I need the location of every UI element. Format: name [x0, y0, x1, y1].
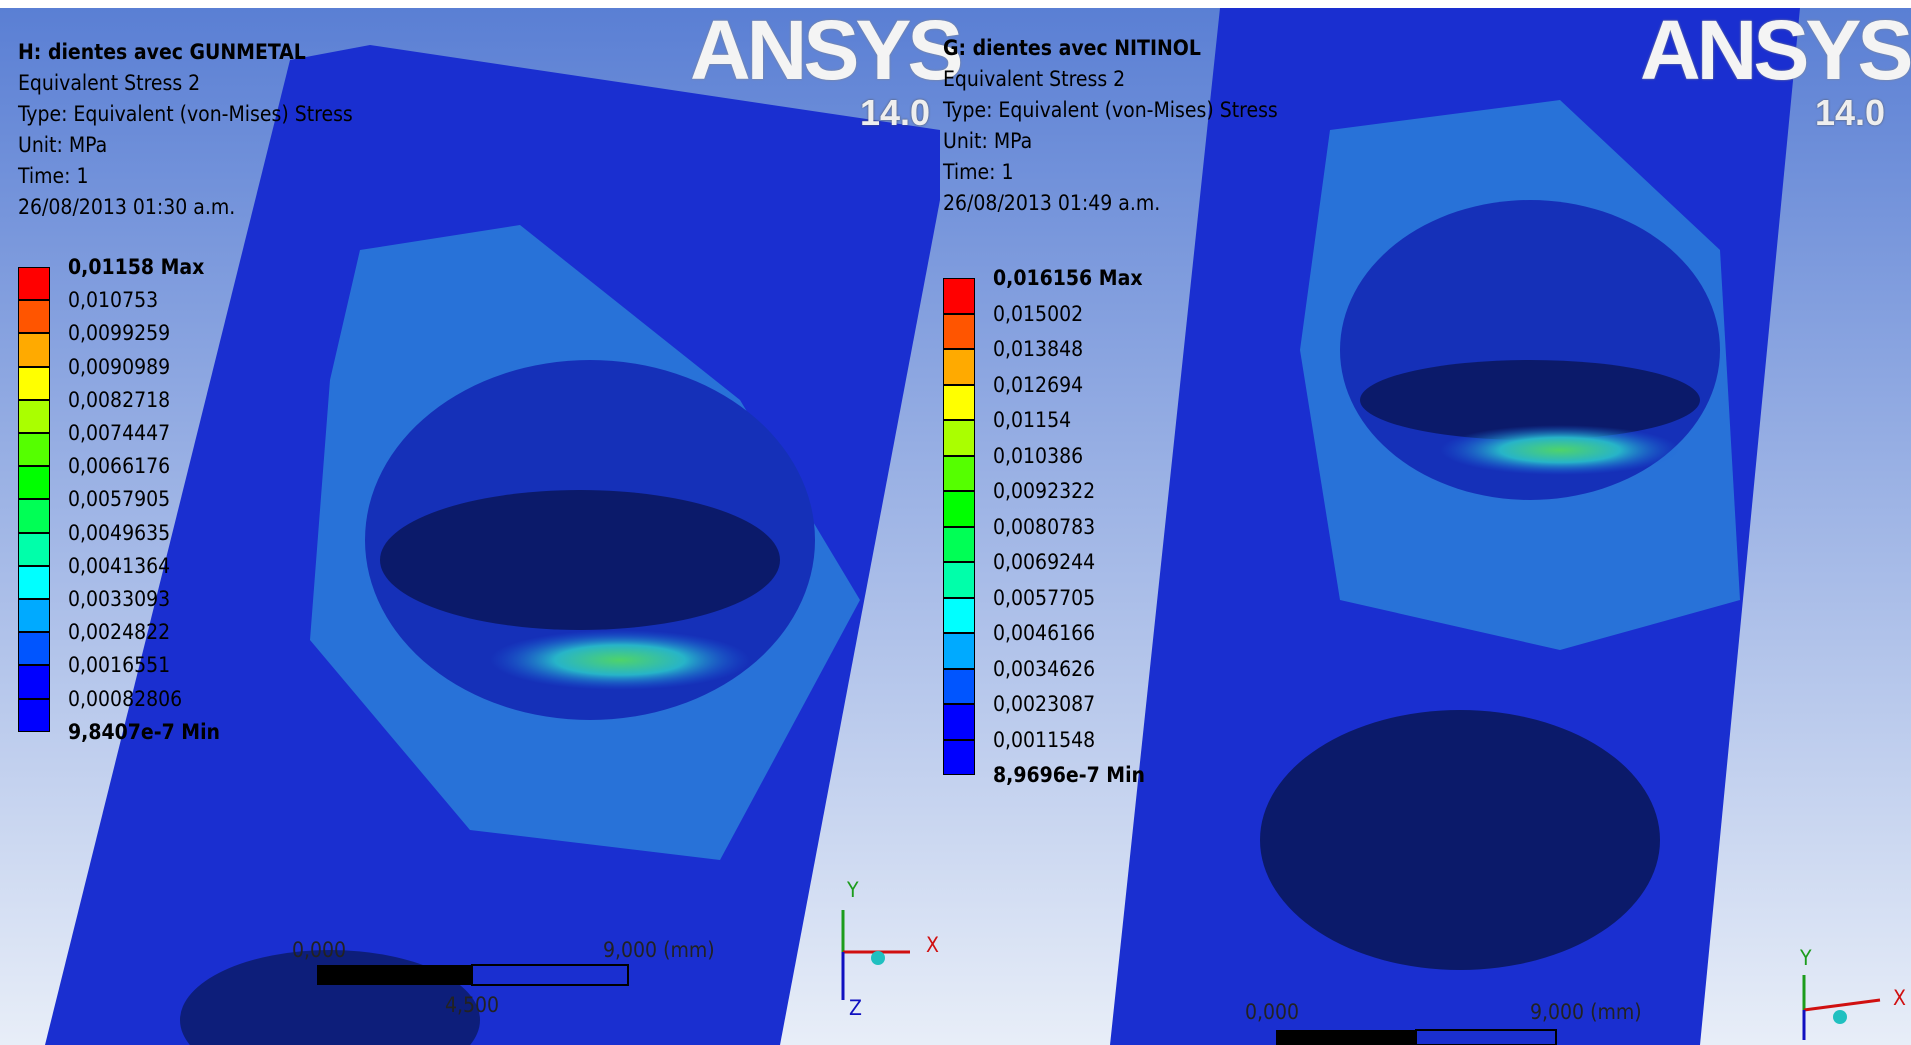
legend-label: 0,0092322: [993, 481, 1095, 502]
legend-label: 0,012694: [993, 375, 1083, 396]
result-time: Time: 1: [943, 162, 1014, 183]
legend-label: 0,00082806: [68, 689, 182, 710]
legend-label: 0,010753: [68, 290, 158, 311]
legend-swatch: [943, 562, 975, 598]
page: ANSYS Equivalent Stress {"panels":[ {"ti…: [0, 0, 1911, 1045]
legend-swatch: [943, 491, 975, 527]
legend-label: 0,01154: [993, 410, 1071, 431]
legend-swatch: [18, 665, 50, 698]
legend-swatch: [18, 533, 50, 566]
tooth-shadow: [380, 490, 780, 630]
axis-label: X: [1893, 988, 1906, 1009]
legend-label: 0,0046166: [993, 623, 1095, 644]
result-date: 26/08/2013 01:30 a.m.: [18, 197, 235, 218]
ansys-logo: ANSYS: [690, 2, 959, 99]
legend-label: 0,0023087: [993, 694, 1095, 715]
ansys-logo: ANSYS: [1640, 2, 1909, 99]
tooth: [1260, 710, 1660, 970]
legend-label: 0,0080783: [993, 517, 1095, 538]
legend-swatch: [943, 385, 975, 421]
legend-label: 0,0066176: [68, 456, 170, 477]
legend-swatch: [18, 300, 50, 333]
axis-label: Y: [847, 880, 859, 901]
legend-swatch: [18, 599, 50, 632]
result-type: Type: Equivalent (von-Mises) Stress: [18, 104, 353, 125]
legend-swatch: [18, 499, 50, 532]
legend-swatch: [18, 267, 50, 300]
legend-swatch: [943, 456, 975, 492]
legend-label: 0,0011548: [993, 730, 1095, 751]
legend-label: 0,0034626: [993, 659, 1095, 680]
scale-label: 4,500: [445, 995, 499, 1016]
ansys-version: 14.0: [1815, 92, 1885, 134]
legend-label: 0,0024822: [68, 622, 170, 643]
stress-hotspot: [1440, 425, 1680, 475]
legend-label: 0,0099259: [68, 323, 170, 344]
axis-label: Z: [849, 998, 862, 1019]
scale-label: 9,000 (mm): [1530, 1002, 1642, 1023]
legend-swatch: [18, 433, 50, 466]
legend-swatch: [943, 704, 975, 740]
legend-swatch: [943, 740, 975, 776]
legend-label: 8,9696e-7 Min: [993, 765, 1145, 786]
result-type: Type: Equivalent (von-Mises) Stress: [943, 100, 1278, 121]
scale-label: 0,000: [292, 940, 346, 961]
legend-swatch: [943, 633, 975, 669]
legend-label: 0,0033093: [68, 589, 170, 610]
legend-label: 0,0074447: [68, 423, 170, 444]
result-title: G: dientes avec NITINOL: [943, 38, 1201, 59]
legend-swatch: [943, 349, 975, 385]
result-date: 26/08/2013 01:49 a.m.: [943, 193, 1160, 214]
scale-bar: [317, 965, 472, 985]
scale-label: 9,000 (mm): [603, 940, 715, 961]
result-title: H: dientes avec GUNMETAL: [18, 42, 306, 63]
legend-swatch: [943, 598, 975, 634]
legend-label: 0,0057905: [68, 489, 170, 510]
legend-swatch: [18, 632, 50, 665]
axis-label: X: [926, 935, 939, 956]
legend-label: 0,0057705: [993, 588, 1095, 609]
legend-label: 0,013848: [993, 339, 1083, 360]
legend-label: 0,0016551: [68, 655, 170, 676]
axis-label: Y: [1800, 948, 1812, 969]
legend-swatch: [943, 420, 975, 456]
legend-swatch: [943, 669, 975, 705]
legend-label: 0,0041364: [68, 556, 170, 577]
legend-label: 0,0069244: [993, 552, 1095, 573]
legend-swatch: [18, 466, 50, 499]
stress-hotspot: [490, 630, 750, 690]
result-result: Equivalent Stress 2: [943, 69, 1125, 90]
result-result: Equivalent Stress 2: [18, 73, 200, 94]
result-unit: Unit: MPa: [943, 131, 1032, 152]
legend-label: 0,015002: [993, 304, 1083, 325]
legend-label: 0,0049635: [68, 523, 170, 544]
legend-label: 0,016156 Max: [993, 268, 1143, 289]
screenshot: H: dientes avec GUNMETAL Equivalent Stres…: [0, 0, 1911, 1045]
legend-swatch: [943, 278, 975, 314]
legend-label: 9,8407e-7 Min: [68, 722, 220, 743]
legend-label: 0,010386: [993, 446, 1083, 467]
legend-swatch: [18, 699, 50, 732]
legend-swatch: [18, 333, 50, 366]
scale-bar: [1276, 1030, 1416, 1045]
legend-swatch: [18, 566, 50, 599]
result-unit: Unit: MPa: [18, 135, 107, 156]
ansys-version: 14.0: [860, 92, 930, 134]
legend-label: 0,0090989: [68, 357, 170, 378]
legend-swatch: [18, 367, 50, 400]
legend-label: 0,0082718: [68, 390, 170, 411]
legend-swatch: [943, 314, 975, 350]
scale-label: 0,000: [1245, 1002, 1299, 1023]
legend-swatch: [943, 527, 975, 563]
legend-swatch: [18, 400, 50, 433]
result-time: Time: 1: [18, 166, 89, 187]
legend-label: 0,01158 Max: [68, 257, 204, 278]
